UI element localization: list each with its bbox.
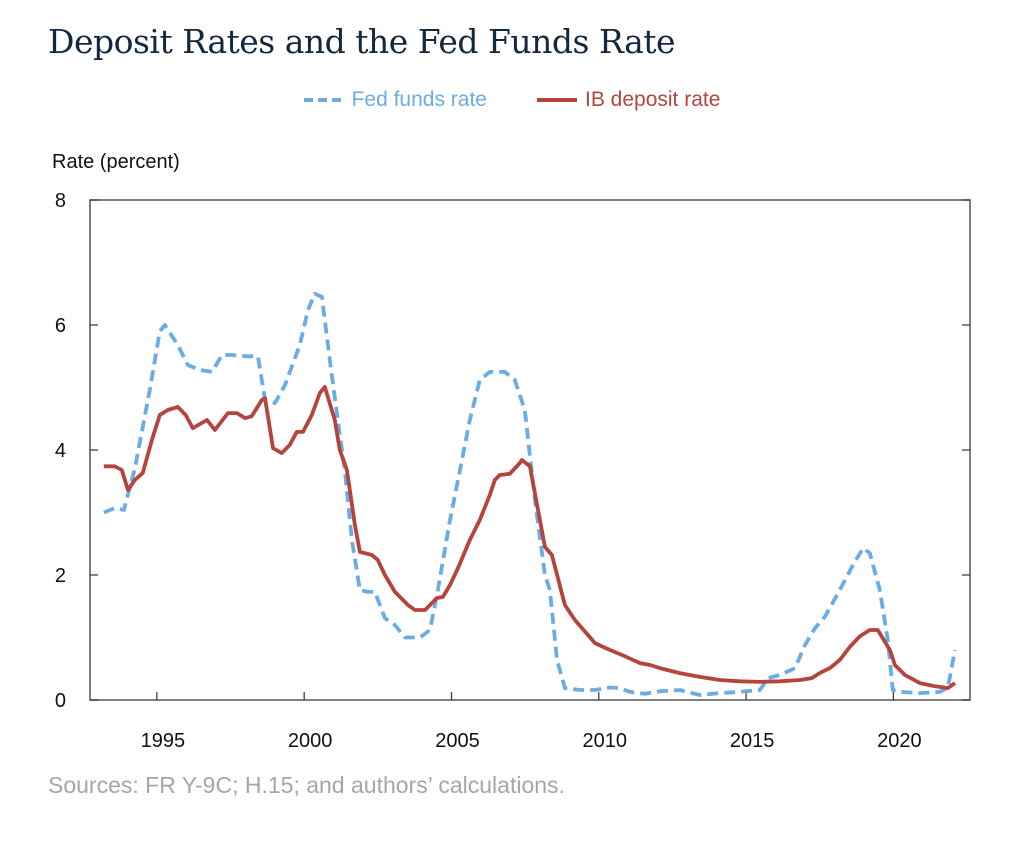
legend-swatch-dashed — [303, 98, 344, 102]
series-line-ib-deposit-rate — [103, 385, 957, 690]
legend: Fed funds rate IB deposit rate — [0, 88, 1024, 112]
y-tick-label: 2 — [55, 565, 66, 587]
x-tick-label: 2015 — [730, 730, 775, 752]
legend-label: Fed funds rate — [351, 88, 487, 111]
y-axis-label: Rate (percent) — [52, 151, 180, 173]
x-tick-label: 2005 — [435, 730, 480, 752]
y-tick-label: 0 — [55, 690, 66, 712]
source-note: Sources: FR Y-9C; H.15; and authors’ cal… — [48, 772, 565, 798]
x-tick-label: 2000 — [288, 730, 333, 752]
legend-swatch-solid — [537, 98, 577, 102]
y-tick-label: 6 — [55, 315, 66, 337]
legend-label: IB deposit rate — [585, 88, 721, 111]
legend-item-fed-funds: Fed funds rate — [303, 88, 487, 112]
x-tick-label: 2020 — [877, 730, 922, 752]
x-tick-label: 2010 — [583, 730, 628, 752]
legend-item-ib-deposit: IB deposit rate — [537, 88, 720, 112]
series-line-fed-funds-rate — [103, 291, 957, 697]
y-tick-label: 4 — [55, 440, 66, 462]
x-tick-label: 1995 — [141, 730, 186, 752]
chart-title: Deposit Rates and the Fed Funds Rate — [48, 22, 676, 61]
y-tick-label: 8 — [55, 190, 66, 212]
